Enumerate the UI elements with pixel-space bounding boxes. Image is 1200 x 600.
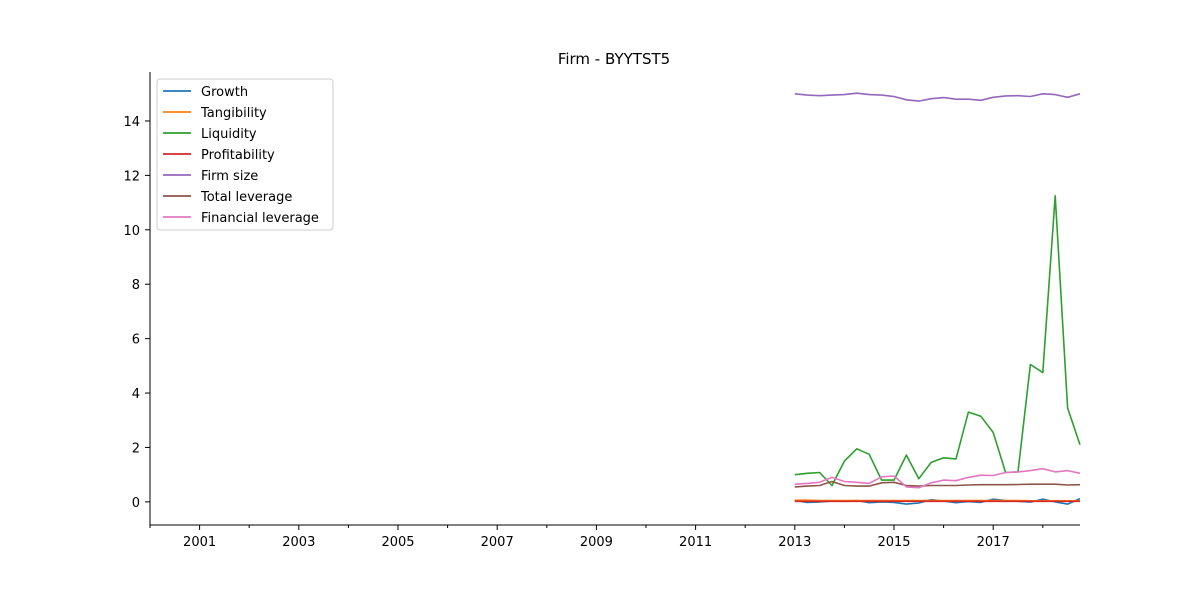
legend: Growth Tangibility Liquidity Profitability F… [156,78,334,231]
series-line-firm-size [794,92,1081,102]
x-tick-label: 2015 [877,535,910,550]
y-tick-label: 0 [132,496,140,511]
legend-label-financial-leverage: Financial leverage [201,211,319,226]
legend-label-tangibility: Tangibility [200,106,267,121]
legend-items: Growth Tangibility Liquidity Profitability F… [163,85,319,226]
series-line-total-leverage [794,480,1081,488]
x-tick-label: 2011 [679,535,712,550]
series-line-liquidity [794,195,1081,487]
chart-title: Firm - BYYTST5 [558,50,670,68]
legend-label-firm-size: Firm size [201,169,258,184]
series-line-financial-leverage [794,467,1081,489]
y-ticks: 0 2 4 6 8 10 12 14 [123,115,150,511]
legend-label-profitability: Profitability [201,148,275,163]
legend-label-growth: Growth [201,85,248,100]
axes [149,72,1080,526]
x-tick-label: 2007 [481,535,514,550]
y-tick-label: 10 [123,224,140,239]
y-tick-label: 6 [132,333,140,348]
y-tick-label: 2 [132,441,140,456]
x-tick-label: 2013 [778,535,811,550]
y-tick-label: 8 [132,278,140,293]
x-tick-label: 2001 [183,535,216,550]
legend-label-total-leverage: Total leverage [200,190,292,205]
x-tick-label: 2017 [977,535,1010,550]
x-tick-label: 2009 [580,535,613,550]
legend-box [156,78,334,231]
series-layer [794,92,1081,505]
x-tick-label: 2003 [282,535,315,550]
x-ticks: 2001 2003 2005 2007 2009 2011 2013 2015 2017 [149,525,1044,550]
y-tick-label: 12 [123,169,140,184]
x-tick-label: 2005 [381,535,414,550]
y-tick-label: 4 [132,387,140,402]
y-tick-label: 14 [123,115,140,130]
legend-label-liquidity: Liquidity [201,127,257,142]
